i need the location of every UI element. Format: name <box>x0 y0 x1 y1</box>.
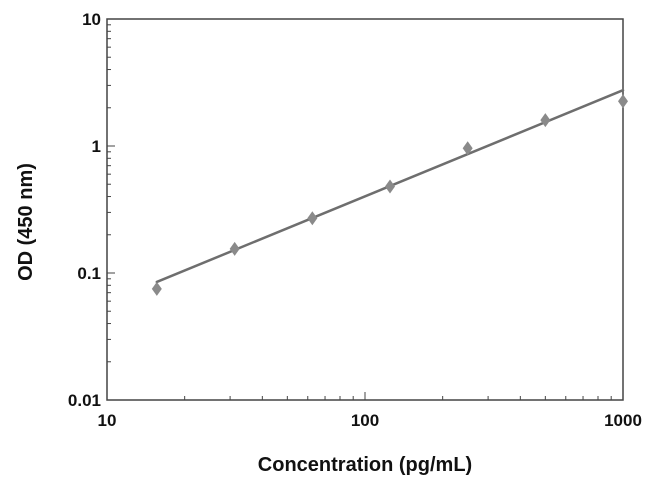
tick-labels: 10 100 1000 0.01 0.1 1 10 <box>68 10 642 430</box>
y-tick-label: 0.01 <box>68 391 101 410</box>
data-point-diamond <box>462 141 473 156</box>
y-axis-label: OD (450 nm) <box>15 163 37 281</box>
data-point-diamond <box>385 179 396 194</box>
x-axis-label: Concentration (pg/mL) <box>258 454 472 476</box>
x-tick-label: 1000 <box>604 411 642 430</box>
data-point-diamond <box>618 94 628 109</box>
plot-area-frame <box>106 18 624 401</box>
y-tick-label: 1 <box>92 137 101 156</box>
x-tick-label: 10 <box>98 411 117 430</box>
data-point-diamond <box>151 281 162 296</box>
tick-marks <box>106 24 612 401</box>
y-tick-label: 0.1 <box>77 264 101 283</box>
data-point-diamond <box>307 211 318 226</box>
x-tick-label: 100 <box>351 411 379 430</box>
data-point-diamond <box>229 241 240 256</box>
data-points <box>151 94 628 296</box>
y-tick-label: 10 <box>82 10 101 29</box>
data-point-diamond <box>540 113 551 128</box>
